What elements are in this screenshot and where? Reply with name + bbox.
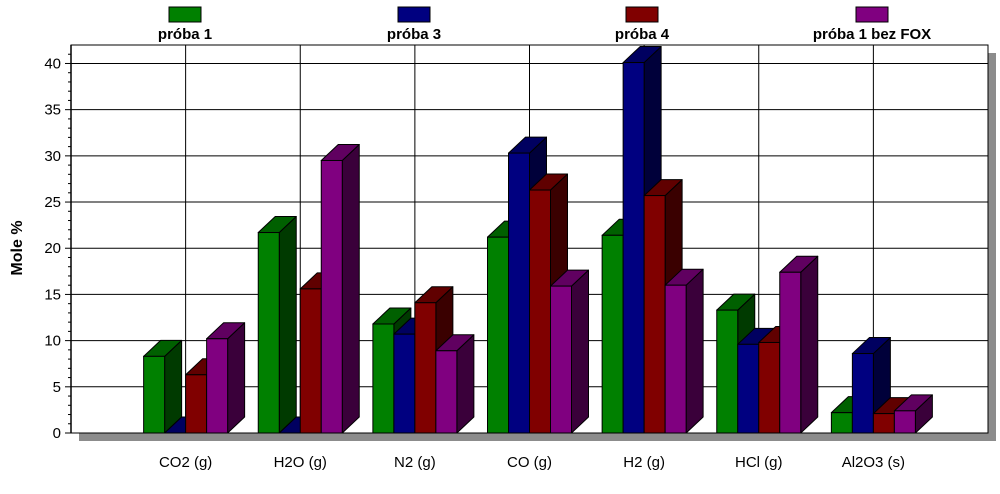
bar xyxy=(320,143,360,434)
legend-label: próba 3 xyxy=(387,26,441,43)
bar xyxy=(206,322,246,434)
y-tick-label: 10 xyxy=(44,333,61,350)
x-tick-label: H2O (g) xyxy=(274,454,327,471)
y-tick-label: 15 xyxy=(44,286,61,303)
x-tick-label: N2 (g) xyxy=(394,454,436,471)
legend-label: próba 1 bez FOX xyxy=(813,26,931,43)
bar xyxy=(779,255,819,434)
bar xyxy=(893,394,933,434)
y-tick-label: 40 xyxy=(44,55,61,72)
legend-swatch xyxy=(397,6,431,23)
bar xyxy=(435,334,475,434)
legend-swatch xyxy=(855,6,889,23)
y-tick-label: 30 xyxy=(44,148,61,165)
bar xyxy=(664,268,704,434)
y-tick-label: 5 xyxy=(53,379,61,396)
legend-item: próba 4 xyxy=(615,6,670,43)
y-tick-label: 20 xyxy=(44,240,61,257)
y-tick-label: 35 xyxy=(44,102,61,119)
bar xyxy=(143,339,183,434)
x-tick-label: CO (g) xyxy=(507,454,552,471)
x-tick-label: H2 (g) xyxy=(623,454,665,471)
legend-swatch xyxy=(168,6,202,23)
bar xyxy=(257,216,297,434)
y-tick-label: 25 xyxy=(44,194,61,211)
x-tick-label: Al2O3 (s) xyxy=(842,454,905,471)
legend-item: próba 1 bez FOX xyxy=(813,6,931,43)
y-tick-label: 0 xyxy=(53,425,61,442)
legend-item: próba 1 xyxy=(158,6,212,43)
legend-label: próba 1 xyxy=(158,26,212,43)
x-tick-label: CO2 (g) xyxy=(159,454,212,471)
bar xyxy=(550,269,589,434)
y-axis-label: Mole % xyxy=(9,220,26,275)
legend-swatch xyxy=(625,6,659,23)
legend-item: próba 3 xyxy=(387,6,441,43)
x-tick-label: HCl (g) xyxy=(735,454,783,471)
legend-label: próba 4 xyxy=(615,26,670,43)
